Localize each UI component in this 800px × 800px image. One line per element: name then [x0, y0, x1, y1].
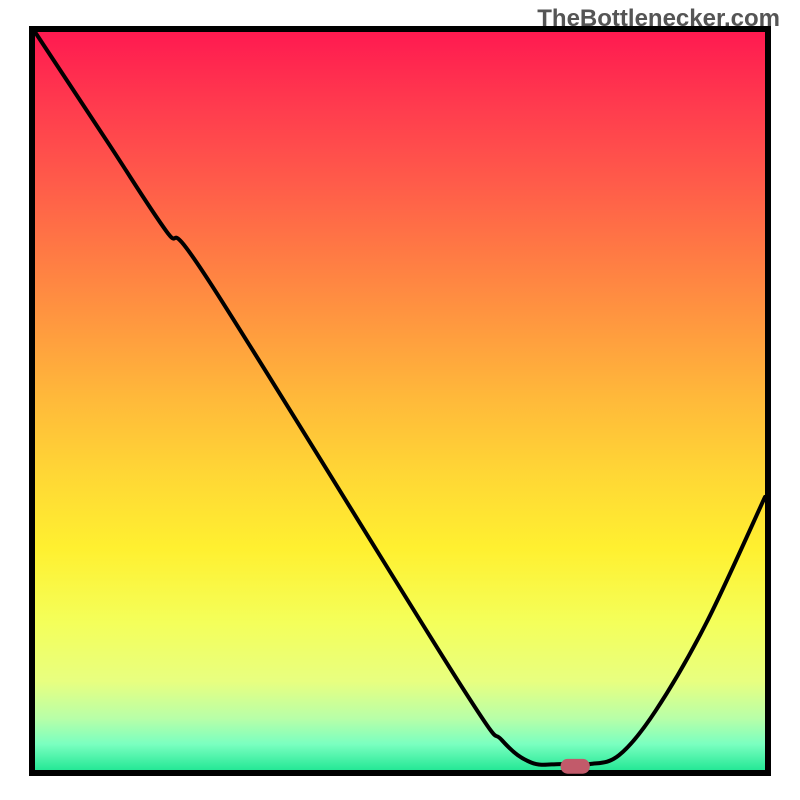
- optimal-marker: [561, 759, 590, 774]
- plot-group: [32, 29, 768, 774]
- plot-background: [35, 32, 765, 770]
- watermark-text: TheBottlenecker.com: [537, 5, 780, 33]
- chart-container: TheBottlenecker.com: [0, 0, 800, 800]
- bottleneck-chart: [0, 0, 800, 800]
